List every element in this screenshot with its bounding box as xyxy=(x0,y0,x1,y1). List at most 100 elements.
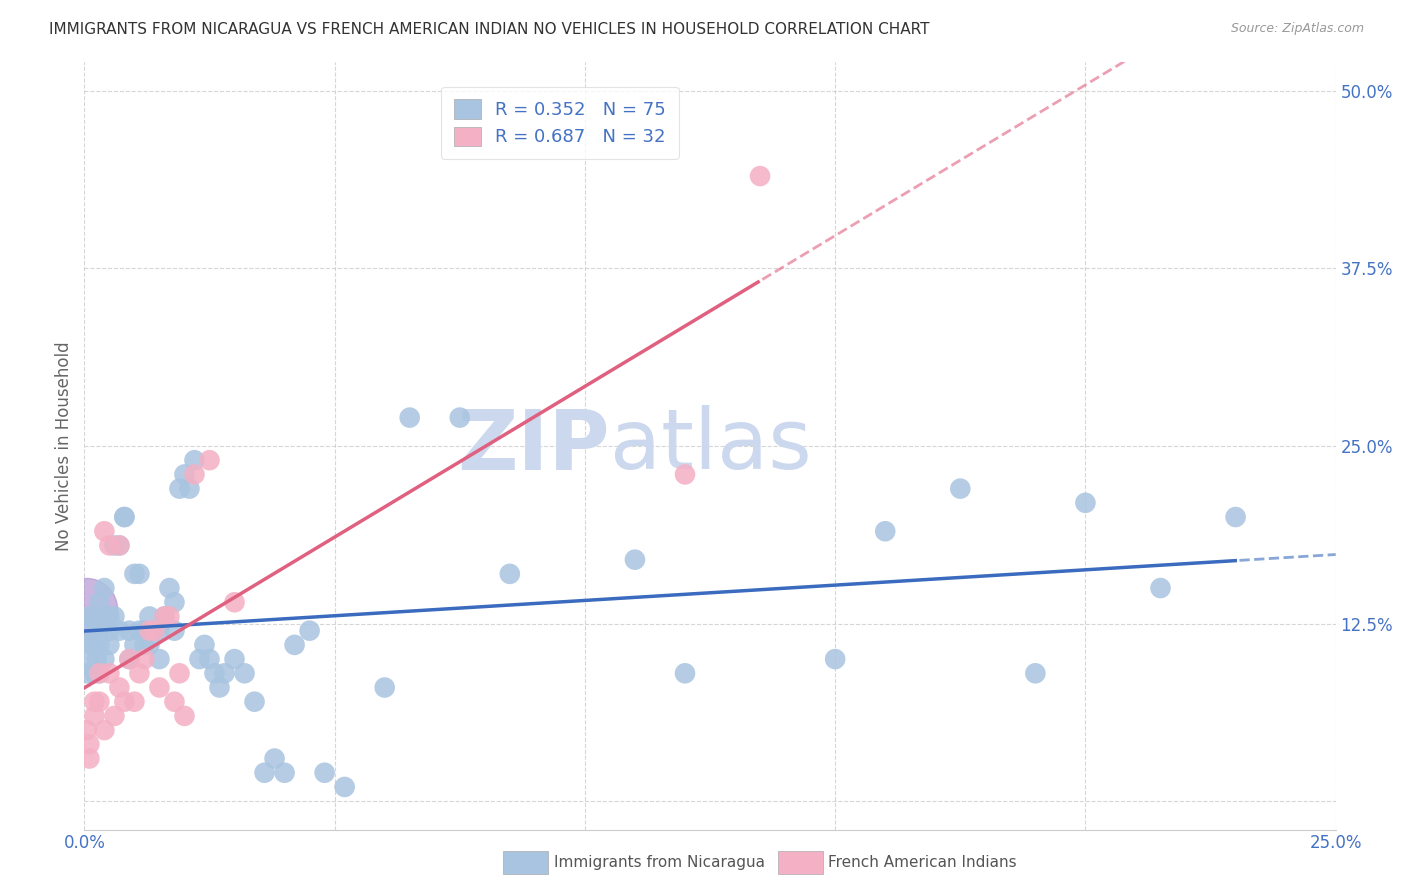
Point xyxy=(333,780,356,794)
Point xyxy=(148,681,170,695)
Point xyxy=(193,638,215,652)
Text: ZIP: ZIP xyxy=(457,406,610,486)
Point xyxy=(153,609,176,624)
Point xyxy=(83,695,105,709)
Point xyxy=(93,609,115,624)
Point xyxy=(93,652,115,666)
Point xyxy=(89,595,111,609)
Point xyxy=(98,666,121,681)
Point xyxy=(134,624,156,638)
Point xyxy=(173,467,195,482)
Point xyxy=(204,666,226,681)
Point xyxy=(108,624,131,638)
Legend: R = 0.352   N = 75, R = 0.687   N = 32: R = 0.352 N = 75, R = 0.687 N = 32 xyxy=(441,87,679,159)
Point xyxy=(134,652,156,666)
Point xyxy=(118,652,141,666)
Point xyxy=(183,467,205,482)
Point xyxy=(1024,666,1046,681)
Text: IMMIGRANTS FROM NICARAGUA VS FRENCH AMERICAN INDIAN NO VEHICLES IN HOUSEHOLD COR: IMMIGRANTS FROM NICARAGUA VS FRENCH AMER… xyxy=(49,22,929,37)
Point xyxy=(314,765,336,780)
Point xyxy=(128,624,150,638)
Point xyxy=(284,638,307,652)
Point xyxy=(124,695,146,709)
Point xyxy=(93,581,115,595)
Point xyxy=(98,624,121,638)
Point xyxy=(198,453,221,467)
Point xyxy=(79,751,101,765)
Point xyxy=(76,666,98,681)
Point xyxy=(673,467,696,482)
Point xyxy=(143,624,166,638)
Point xyxy=(159,581,181,595)
Point xyxy=(112,695,135,709)
Point xyxy=(98,638,121,652)
Point xyxy=(374,681,396,695)
Point xyxy=(163,695,186,709)
Point xyxy=(103,709,125,723)
Text: French American Indians: French American Indians xyxy=(828,855,1017,870)
Point xyxy=(112,510,135,524)
Point xyxy=(1149,581,1171,595)
Point xyxy=(148,652,170,666)
Point xyxy=(949,482,972,496)
Point xyxy=(243,695,266,709)
Point xyxy=(80,638,103,652)
Point xyxy=(263,751,285,765)
Point xyxy=(79,652,101,666)
Point xyxy=(148,624,170,638)
Point xyxy=(749,169,772,183)
Point xyxy=(1225,510,1247,524)
Point xyxy=(253,765,276,780)
Point xyxy=(398,410,420,425)
Point xyxy=(98,609,121,624)
Point xyxy=(79,609,101,624)
Point xyxy=(875,524,897,539)
Point xyxy=(138,624,160,638)
Point xyxy=(449,410,471,425)
Point xyxy=(89,624,111,638)
Text: Immigrants from Nicaragua: Immigrants from Nicaragua xyxy=(554,855,765,870)
Point xyxy=(86,652,108,666)
Point xyxy=(169,666,191,681)
Point xyxy=(75,602,97,616)
Point xyxy=(89,666,111,681)
Point xyxy=(112,510,135,524)
Point xyxy=(134,638,156,652)
Text: Source: ZipAtlas.com: Source: ZipAtlas.com xyxy=(1230,22,1364,36)
Y-axis label: No Vehicles in Household: No Vehicles in Household xyxy=(55,341,73,551)
Point xyxy=(198,652,221,666)
Point xyxy=(183,453,205,467)
Point xyxy=(124,566,146,581)
Point xyxy=(273,765,295,780)
Point xyxy=(93,723,115,738)
Point xyxy=(83,666,105,681)
Point xyxy=(208,681,231,695)
Point xyxy=(108,538,131,552)
Point xyxy=(233,666,256,681)
Point xyxy=(159,609,181,624)
Point xyxy=(673,666,696,681)
Point xyxy=(499,566,522,581)
Point xyxy=(98,538,121,552)
Point xyxy=(79,624,101,638)
Point xyxy=(138,609,160,624)
Point xyxy=(118,624,141,638)
Point xyxy=(93,524,115,539)
Point xyxy=(214,666,236,681)
Text: atlas: atlas xyxy=(610,406,811,486)
Point xyxy=(108,538,131,552)
Point xyxy=(124,638,146,652)
Point xyxy=(89,695,111,709)
Point xyxy=(89,638,111,652)
Point xyxy=(76,723,98,738)
Point xyxy=(128,566,150,581)
Point xyxy=(83,609,105,624)
Point xyxy=(103,538,125,552)
Point xyxy=(118,652,141,666)
Point xyxy=(103,609,125,624)
Point xyxy=(89,666,111,681)
Point xyxy=(1074,496,1097,510)
Point xyxy=(138,638,160,652)
Point xyxy=(624,552,647,566)
Point xyxy=(143,624,166,638)
